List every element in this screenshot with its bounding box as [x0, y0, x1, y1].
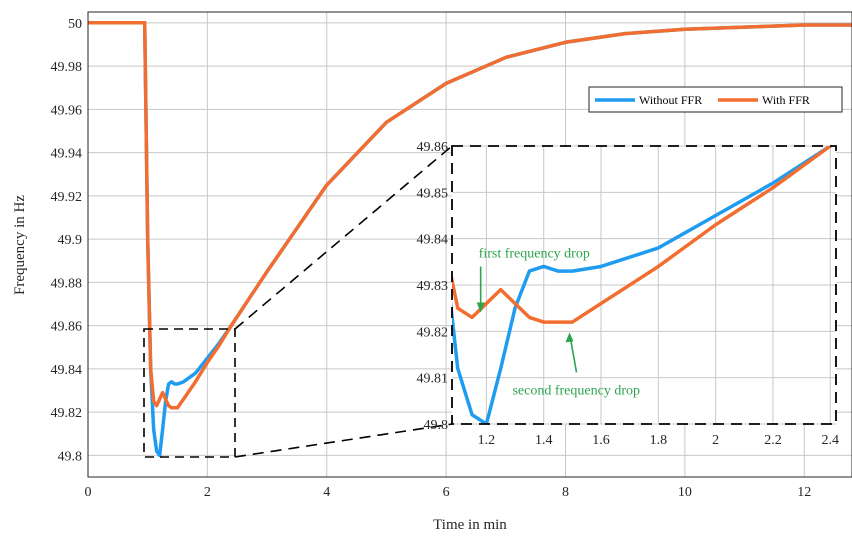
first-drop-label: first frequency drop	[479, 247, 590, 262]
second-drop-arrowhead	[565, 332, 574, 343]
main-y-tick-label: 49.96	[51, 103, 83, 118]
main-y-tick-label: 49.84	[51, 363, 83, 378]
second-drop-label: second frequency drop	[512, 383, 640, 398]
zoom-connector-top	[234, 145, 453, 330]
main-series-line-1	[88, 21, 852, 410]
main-y-tick-label: 50	[68, 17, 82, 32]
inset-series-line-1	[452, 146, 834, 324]
main-x-tick-label: 2	[204, 485, 211, 500]
inset-frame	[451, 145, 837, 425]
main-x-tick-label: 8	[562, 485, 569, 500]
first-drop-arrowhead	[476, 302, 485, 313]
inset-x-tick-label: 2	[712, 433, 719, 448]
main-y-tick-label: 49.82	[51, 406, 83, 421]
inset-y-tick-label: 49.82	[417, 325, 449, 340]
zoom-connector-bottom	[234, 423, 453, 458]
inset-x-tick-label: 1.6	[592, 433, 610, 448]
main-y-tick-label: 49.92	[51, 190, 83, 205]
inset-x-tick-label: 2.2	[764, 433, 782, 448]
inset-y-tick-label: 49.86	[417, 140, 449, 155]
inset-x-tick-label: 1.4	[535, 433, 553, 448]
inset-tick-labels: 1.2 1.4 1.6 1.8 2 2.2 2.4 49.8 49.81 49.82 49.83 49…	[417, 140, 840, 448]
main-series	[88, 21, 852, 458]
main-plot-frame	[87, 11, 852, 478]
zoom-region-box	[143, 328, 236, 458]
main-x-tick-label: 0	[85, 485, 92, 500]
legend-label-without-ffr: Without FFR	[639, 93, 702, 107]
inset-y-tick-label: 49.84	[417, 233, 449, 248]
legend-label-with-ffr: With FFR	[762, 93, 810, 107]
inset-x-tick-label: 2.4	[822, 433, 840, 448]
main-x-tick-label: 6	[443, 485, 450, 500]
main-x-tick-label: 12	[797, 485, 811, 500]
inset-annotations: first frequency drop second frequency dro…	[476, 247, 640, 398]
second-drop-arrow	[569, 338, 578, 373]
main-y-tick-label: 49.88	[51, 276, 83, 291]
inset-y-tick-label: 49.85	[417, 186, 449, 201]
y-axis-label: Frequency in Hz	[12, 195, 28, 295]
main-y-tick-label: 49.98	[51, 60, 83, 75]
main-y-tick-label: 49.9	[58, 233, 83, 248]
main-x-tick-label: 4	[323, 485, 330, 500]
inset-y-tick-label: 49.8	[424, 418, 449, 433]
inset-x-tick-label: 1.8	[650, 433, 668, 448]
inset-x-tick-label: 1.2	[478, 433, 496, 448]
inset-y-tick-label: 49.83	[417, 279, 449, 294]
main-tick-labels: 0 2 4 6 8 10 1249.849.8249.8449.8649.8849.949.…	[51, 17, 812, 500]
inset-series-line-0	[452, 146, 834, 424]
inset-series	[452, 146, 834, 424]
main-x-tick-label: 10	[678, 485, 692, 500]
legend: Without FFR With FFR	[588, 86, 843, 113]
x-axis-label: Time in min	[433, 517, 507, 533]
main-y-tick-label: 49.94	[51, 147, 83, 162]
main-y-tick-label: 49.8	[58, 449, 83, 464]
main-y-tick-label: 49.86	[51, 320, 83, 335]
inset-y-tick-label: 49.81	[417, 372, 449, 387]
